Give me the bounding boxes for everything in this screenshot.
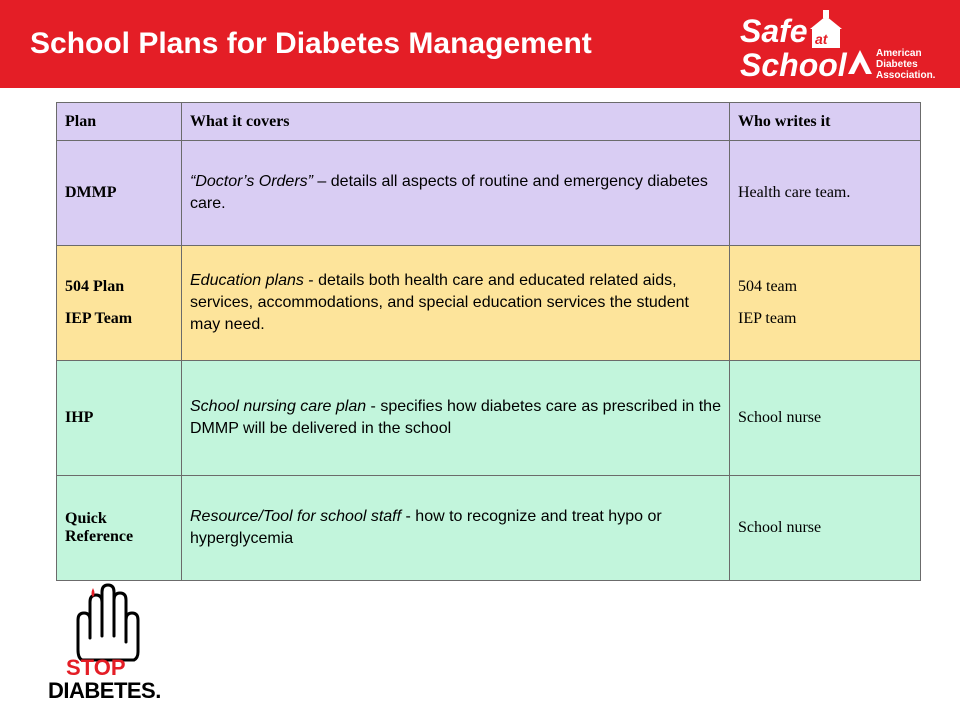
table-header-row: Plan What it covers Who writes it [56, 102, 921, 141]
plan-cell: DMMP [56, 140, 182, 246]
safe-at-school-logo: Safe at School American Diabetes Associa… [740, 10, 936, 83]
logo-org-line3: Association. [876, 70, 936, 81]
covers-lead: School nursing care plan [190, 398, 367, 415]
header-who-writes-it: Who writes it [729, 102, 921, 141]
table-row-ihp: IHP School nursing care plan - specifies… [56, 360, 921, 476]
table-row-quick-reference: Quick Reference Resource/Tool for school… [56, 475, 921, 581]
ada-triangle-icon [848, 50, 872, 74]
who-line-iep: IEP team [738, 310, 797, 327]
covers-cell: Education plans - details both health ca… [181, 245, 730, 361]
title-bar: School Plans for Diabetes Management Saf… [0, 0, 960, 88]
plan-line-iep: IEP Team [65, 310, 133, 327]
plan-cell: 504 Plan IEP Team [56, 245, 182, 361]
header-what-it-covers: What it covers [181, 102, 730, 141]
who-cell: School nurse [729, 360, 921, 476]
schoolhouse-icon [810, 10, 842, 48]
who-cell: School nurse [729, 475, 921, 581]
covers-text: - how to recognize and treat hypo or hyp… [190, 508, 662, 547]
covers-lead: “Doctor’s Orders” [190, 173, 313, 190]
stop-hand-icon [76, 583, 140, 662]
logo-org-line1: American [876, 48, 922, 59]
page-title: School Plans for Diabetes Management [30, 27, 592, 60]
covers-lead: Education plans [190, 272, 304, 289]
logo-school-text: School [740, 47, 848, 83]
logo-safe-text: Safe [740, 13, 808, 49]
who-cell: 504 team IEP team [729, 245, 921, 361]
logo-at-text: at [815, 31, 829, 47]
table-row-dmmp: DMMP “Doctor’s Orders” – details all asp… [56, 140, 921, 246]
covers-cell: Resource/Tool for school staff - how to … [181, 475, 730, 581]
plans-table: Plan What it covers Who writes it DMMP “… [56, 102, 921, 581]
covers-lead: Resource/Tool for school staff [190, 508, 402, 525]
covers-cell: School nursing care plan - specifies how… [181, 360, 730, 476]
plan-cell: IHP [56, 360, 182, 476]
logo-org-line2: Diabetes [876, 59, 918, 70]
stop-text: STOP [66, 655, 126, 680]
who-cell: Health care team. [729, 140, 921, 246]
covers-text: - details both health care and educated … [190, 272, 689, 333]
covers-cell: “Doctor’s Orders” – details all aspects … [181, 140, 730, 246]
header-plan: Plan [56, 102, 182, 141]
plan-cell: Quick Reference [56, 475, 182, 581]
covers-text: – details all aspects of routine and eme… [190, 173, 708, 212]
covers-text: - specifies how diabetes care as prescri… [190, 398, 721, 437]
diabetes-text: DIABETES. [48, 678, 161, 703]
plan-line-504: 504 Plan [65, 278, 125, 295]
who-line-504: 504 team [738, 278, 798, 295]
table-row-504-plan: 504 Plan IEP Team Education plans - deta… [56, 245, 921, 361]
